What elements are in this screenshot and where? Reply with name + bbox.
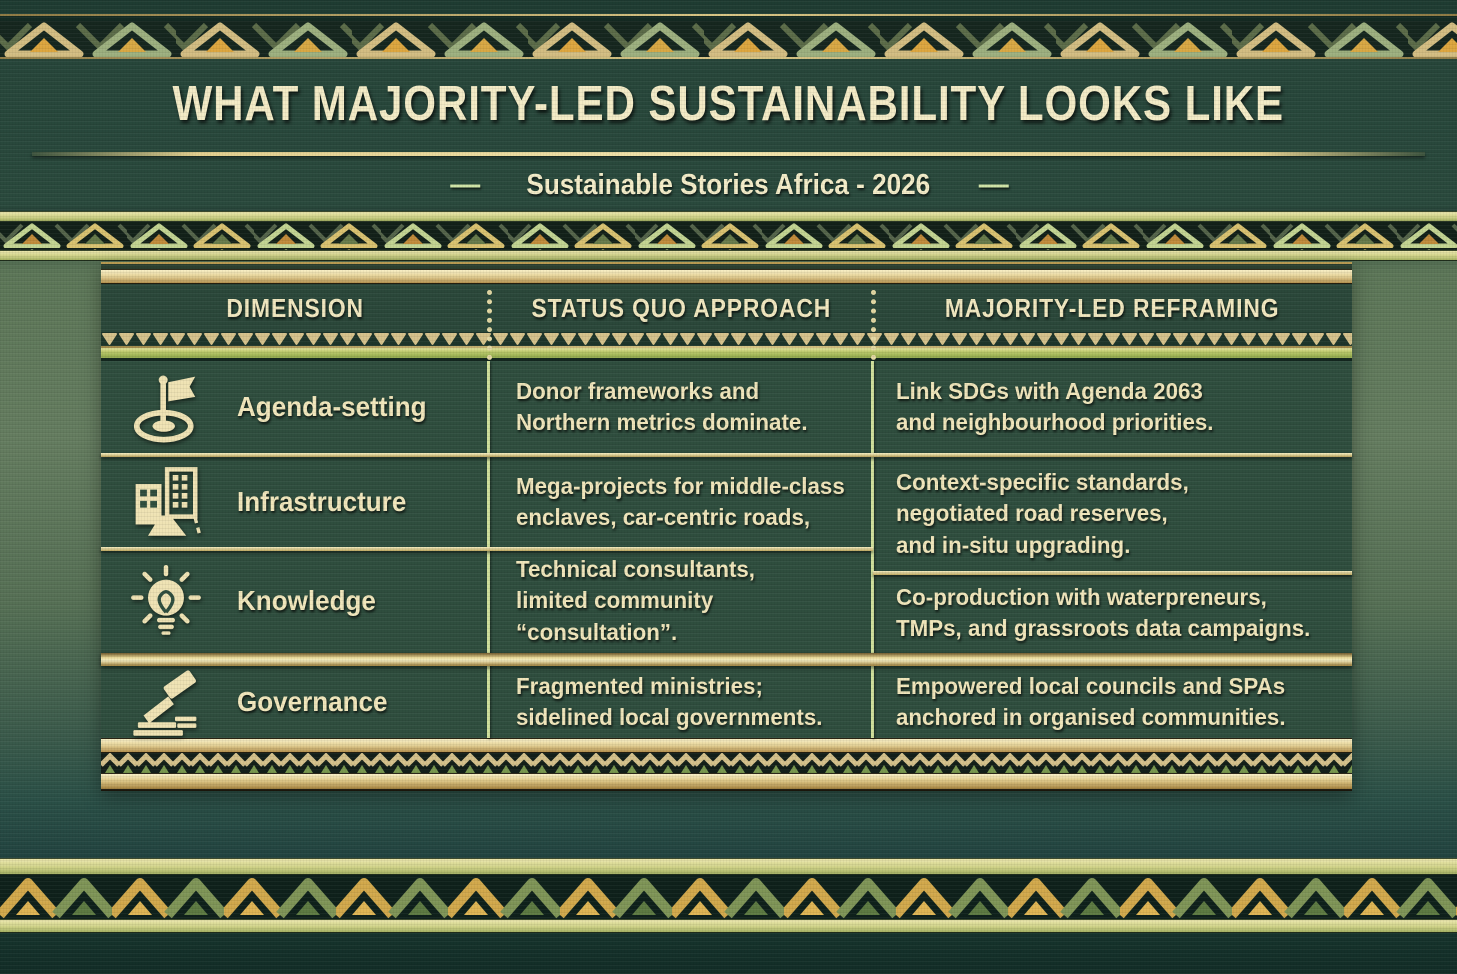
thick-gold-divider [101,653,1352,666]
table-cell-status-quo: Mega-projects for middle-class enclaves,… [516,472,845,530]
gavel-icon [127,663,205,741]
table-top-band [101,269,1352,284]
table-body: Agenda-setting Donor frameworks and Nort… [101,361,1352,738]
header-dimension: DIMENSION [226,292,364,323]
flag-target-icon [127,368,205,446]
row-divider-offset [873,571,1352,575]
page-title: WHAT MAJORITY-LED SUSTAINABILITY LOOKS L… [172,77,1285,131]
table-bottom-gold-bar [101,773,1352,791]
header-dotted-divider [487,290,492,360]
row-divider [101,547,873,551]
header-reframing: MAJORITY-LED REFRAMING [945,292,1280,323]
subtitle-right-dash: — [978,168,1009,201]
table-cell-reframing: Context-specific standards, negotiated r… [896,469,1189,558]
lightbulb-icon [127,562,205,640]
header-fringe-pattern [101,332,1352,346]
table-row-dimension-infrastructure: Infrastructure [101,457,489,547]
buildings-road-icon [127,463,205,541]
table-cell-reframing: Empowered local councils and SPAs anchor… [896,672,1286,730]
bottom-border-pattern [0,858,1457,933]
table-row-dimension-governance: Governance [101,666,489,738]
comparison-table: DIMENSION STATUS QUO APPROACH MAJORITY-L… [101,262,1352,791]
table-header-row: DIMENSION STATUS QUO APPROACH MAJORITY-L… [101,284,1352,360]
table-row-dimension-agenda: Agenda-setting [101,361,489,453]
subtitle-text: Sustainable Stories Africa - 2026 [526,168,931,201]
header-dotted-divider [871,290,876,360]
row-divider [101,453,1352,457]
table-cell-reframing: Co-production with waterpreneurs, TMPs, … [896,583,1311,641]
table-bottom-fringe [101,753,1352,773]
table-bottom-band [101,738,1352,753]
top-border-pattern [0,14,1457,59]
subtitle: — Sustainable Stories Africa - 2026 — [0,168,1457,202]
title-divider-rule [32,152,1425,156]
header-status-quo: STATUS QUO APPROACH [531,292,831,323]
table-cell-status-quo: Technical consultants, limited community… [516,556,756,645]
table-row-dimension-knowledge: Knowledge [101,551,489,651]
header-green-bar [101,348,1352,359]
mid-border-pattern [0,211,1457,261]
subtitle-left-dash: — [450,168,480,201]
table-cell-status-quo: Donor frameworks and Northern metrics do… [516,377,808,435]
table-cell-status-quo: Fragmented ministries; sidelined local g… [516,672,823,730]
table-cell-reframing: Link SDGs with Agenda 2063 and neighbour… [896,377,1214,435]
